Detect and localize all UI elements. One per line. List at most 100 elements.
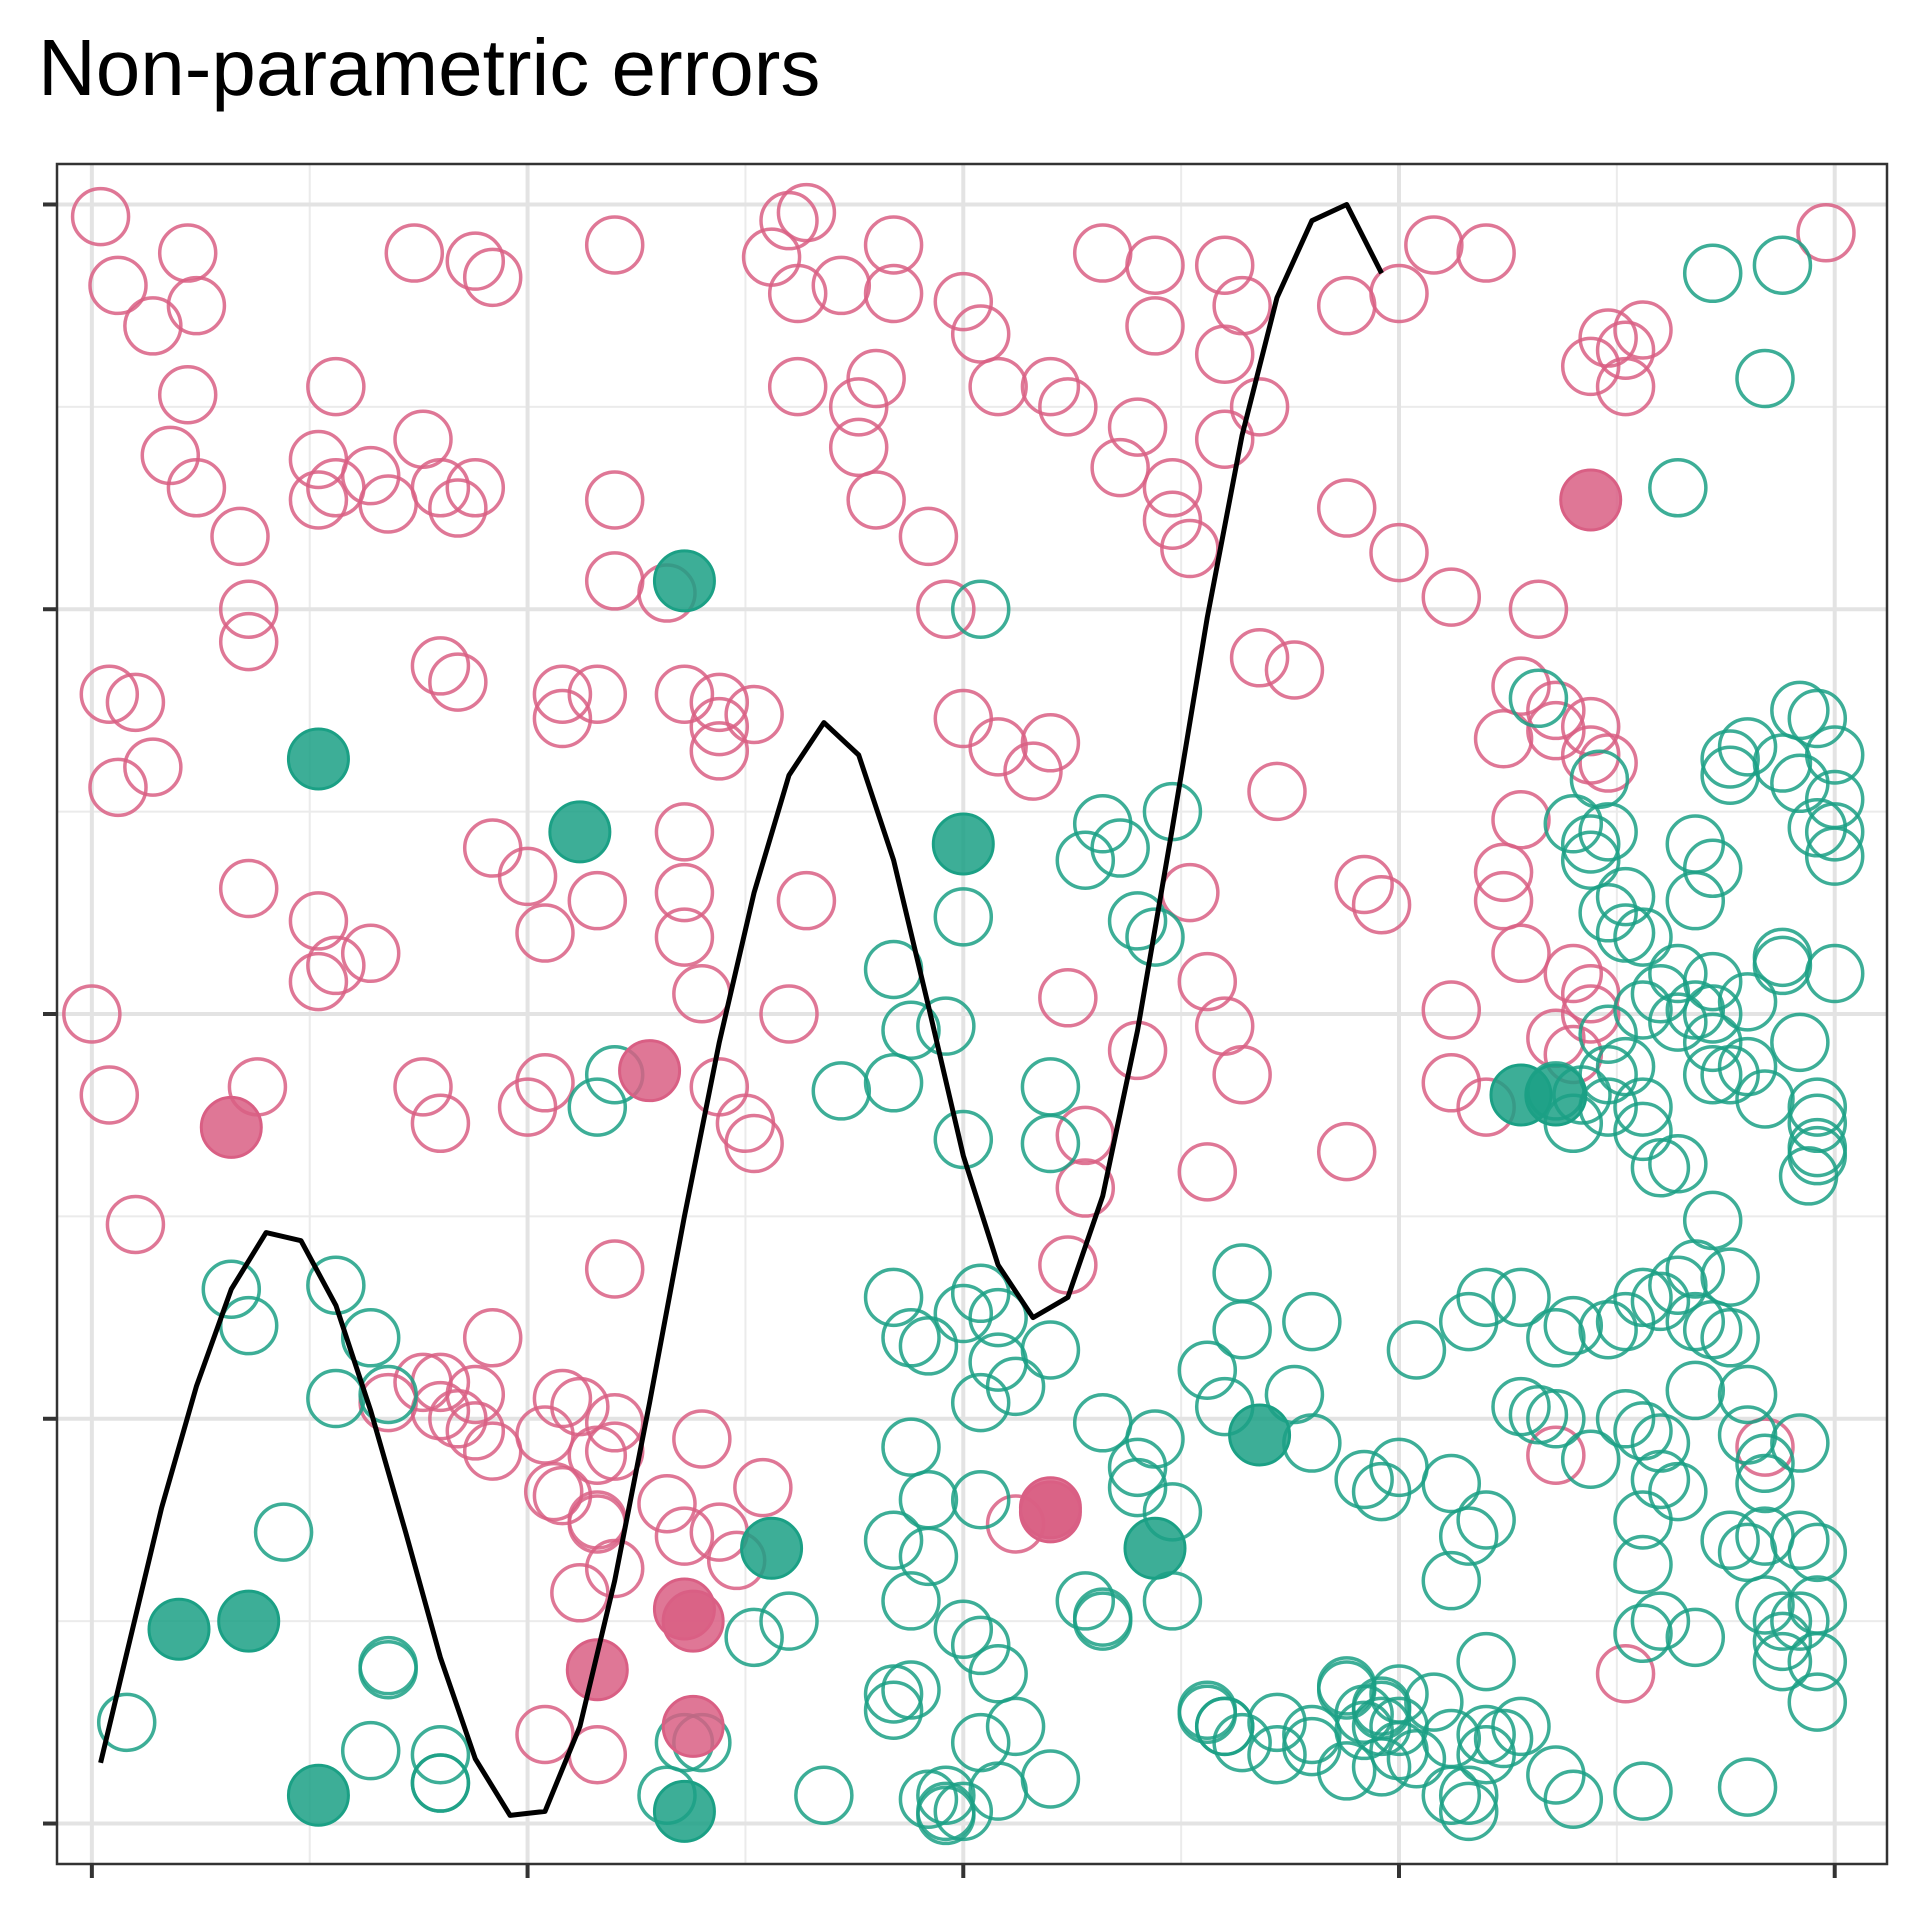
data-point-b bbox=[1665, 1360, 1726, 1421]
data-point-b bbox=[1177, 1340, 1238, 1400]
data-point-a bbox=[584, 470, 645, 530]
data-point-a bbox=[567, 1425, 628, 1485]
data-point-b bbox=[1787, 1631, 1848, 1692]
data-point-b bbox=[1595, 1389, 1656, 1449]
data-point-b bbox=[1700, 729, 1760, 789]
data-point-a bbox=[1107, 397, 1168, 457]
data-point-b bbox=[1543, 794, 1604, 854]
data-point-a bbox=[828, 417, 889, 478]
data-point-b bbox=[916, 996, 976, 1056]
data-point-b bbox=[916, 1785, 976, 1846]
data-point-b bbox=[985, 1696, 1046, 1757]
data-point-b bbox=[1630, 1591, 1691, 1651]
data-point-a bbox=[462, 247, 523, 308]
data-point-a bbox=[584, 1239, 645, 1299]
data-point-a bbox=[515, 1704, 575, 1765]
data-point-b bbox=[253, 1502, 314, 1562]
data-point-a bbox=[1020, 356, 1081, 417]
data-point-a bbox=[497, 1077, 558, 1137]
data-point-a bbox=[166, 275, 227, 336]
data-point-a bbox=[428, 478, 488, 538]
data-point-b bbox=[1682, 951, 1743, 1012]
data-point-a bbox=[1038, 968, 1098, 1028]
data-point-b bbox=[358, 1639, 418, 1700]
data-point-a bbox=[759, 984, 819, 1044]
data-point-a bbox=[123, 296, 183, 356]
data-point-a bbox=[672, 1409, 732, 1469]
data-point-a bbox=[1264, 640, 1325, 700]
data-point-b bbox=[1508, 668, 1569, 729]
data-point-b bbox=[1282, 1704, 1342, 1765]
data-point-a bbox=[1369, 263, 1429, 324]
data-point-a bbox=[1473, 709, 1534, 769]
data-point-a bbox=[654, 907, 715, 967]
data-point-b bbox=[1613, 1761, 1673, 1821]
data-point-b bbox=[1717, 1757, 1778, 1817]
data-point-b bbox=[1613, 1101, 1673, 1162]
data-point-a bbox=[1421, 567, 1482, 627]
data-point-b bbox=[1770, 1413, 1830, 1473]
data-point-b bbox=[1107, 891, 1168, 951]
data-point-a bbox=[88, 255, 148, 316]
data-point-a bbox=[689, 721, 750, 781]
data-point-a bbox=[811, 255, 872, 316]
data-point-a bbox=[1595, 1644, 1656, 1704]
data-point-a bbox=[445, 1401, 506, 1461]
data-point-b bbox=[1438, 1781, 1499, 1842]
data-point-b bbox=[1787, 688, 1848, 749]
data-point-b bbox=[1648, 943, 1708, 1004]
data-point-a bbox=[79, 1065, 140, 1125]
data-point-b bbox=[1560, 1429, 1621, 1489]
data-point-b bbox=[881, 1571, 941, 1631]
data-point-a bbox=[288, 470, 349, 530]
data-point-a bbox=[532, 688, 593, 749]
data-point-b bbox=[1613, 1603, 1673, 1664]
highlighted-point-b bbox=[286, 1763, 350, 1827]
data-point-a bbox=[1613, 300, 1673, 360]
data-point-b bbox=[916, 1765, 976, 1825]
data-point-a bbox=[218, 611, 279, 672]
data-point-a bbox=[1090, 437, 1150, 498]
data-point-a bbox=[532, 664, 593, 724]
data-point-b bbox=[1700, 1308, 1760, 1368]
data-point-b bbox=[724, 1607, 784, 1668]
data-point-a bbox=[916, 579, 976, 639]
data-point-b bbox=[1456, 1704, 1516, 1765]
data-point-a bbox=[79, 664, 140, 724]
data-point-a bbox=[1055, 1158, 1116, 1218]
data-point-a bbox=[654, 1506, 715, 1566]
data-point-a bbox=[863, 215, 924, 275]
highlighted-point-b bbox=[147, 1597, 211, 1661]
data-point-a bbox=[863, 263, 924, 324]
data-point-a bbox=[1316, 1121, 1377, 1182]
data-point-a bbox=[1177, 951, 1238, 1012]
data-point-a bbox=[584, 1393, 645, 1453]
data-point-a bbox=[393, 409, 453, 469]
data-point-a bbox=[550, 1563, 610, 1623]
data-point-a bbox=[968, 356, 1028, 417]
data-point-a bbox=[393, 1352, 453, 1413]
data-point-b bbox=[1682, 838, 1743, 899]
data-point-b bbox=[1351, 1737, 1412, 1797]
data-point-a bbox=[384, 223, 445, 283]
highlighted-point-b bbox=[548, 800, 612, 864]
data-point-b bbox=[968, 1287, 1028, 1348]
data-point-a bbox=[654, 664, 715, 724]
data-point-b bbox=[1595, 866, 1656, 927]
data-point-b bbox=[1107, 1437, 1168, 1498]
data-point-b bbox=[1595, 903, 1656, 963]
data-point-b bbox=[1648, 1134, 1708, 1194]
data-point-b bbox=[1804, 826, 1865, 886]
data-point-b bbox=[1665, 980, 1726, 1040]
data-point-b bbox=[1055, 830, 1116, 890]
data-point-a bbox=[1595, 320, 1656, 380]
data-point-a bbox=[1508, 579, 1569, 639]
data-point-a bbox=[637, 1474, 697, 1534]
data-point-b bbox=[340, 1720, 401, 1781]
data-point-a bbox=[70, 186, 131, 247]
data-point-b bbox=[1264, 1364, 1325, 1425]
data-point-b bbox=[1613, 980, 1673, 1040]
data-point-b bbox=[340, 1308, 401, 1368]
data-point-b bbox=[1717, 1364, 1778, 1425]
data-point-b bbox=[1630, 1271, 1691, 1332]
